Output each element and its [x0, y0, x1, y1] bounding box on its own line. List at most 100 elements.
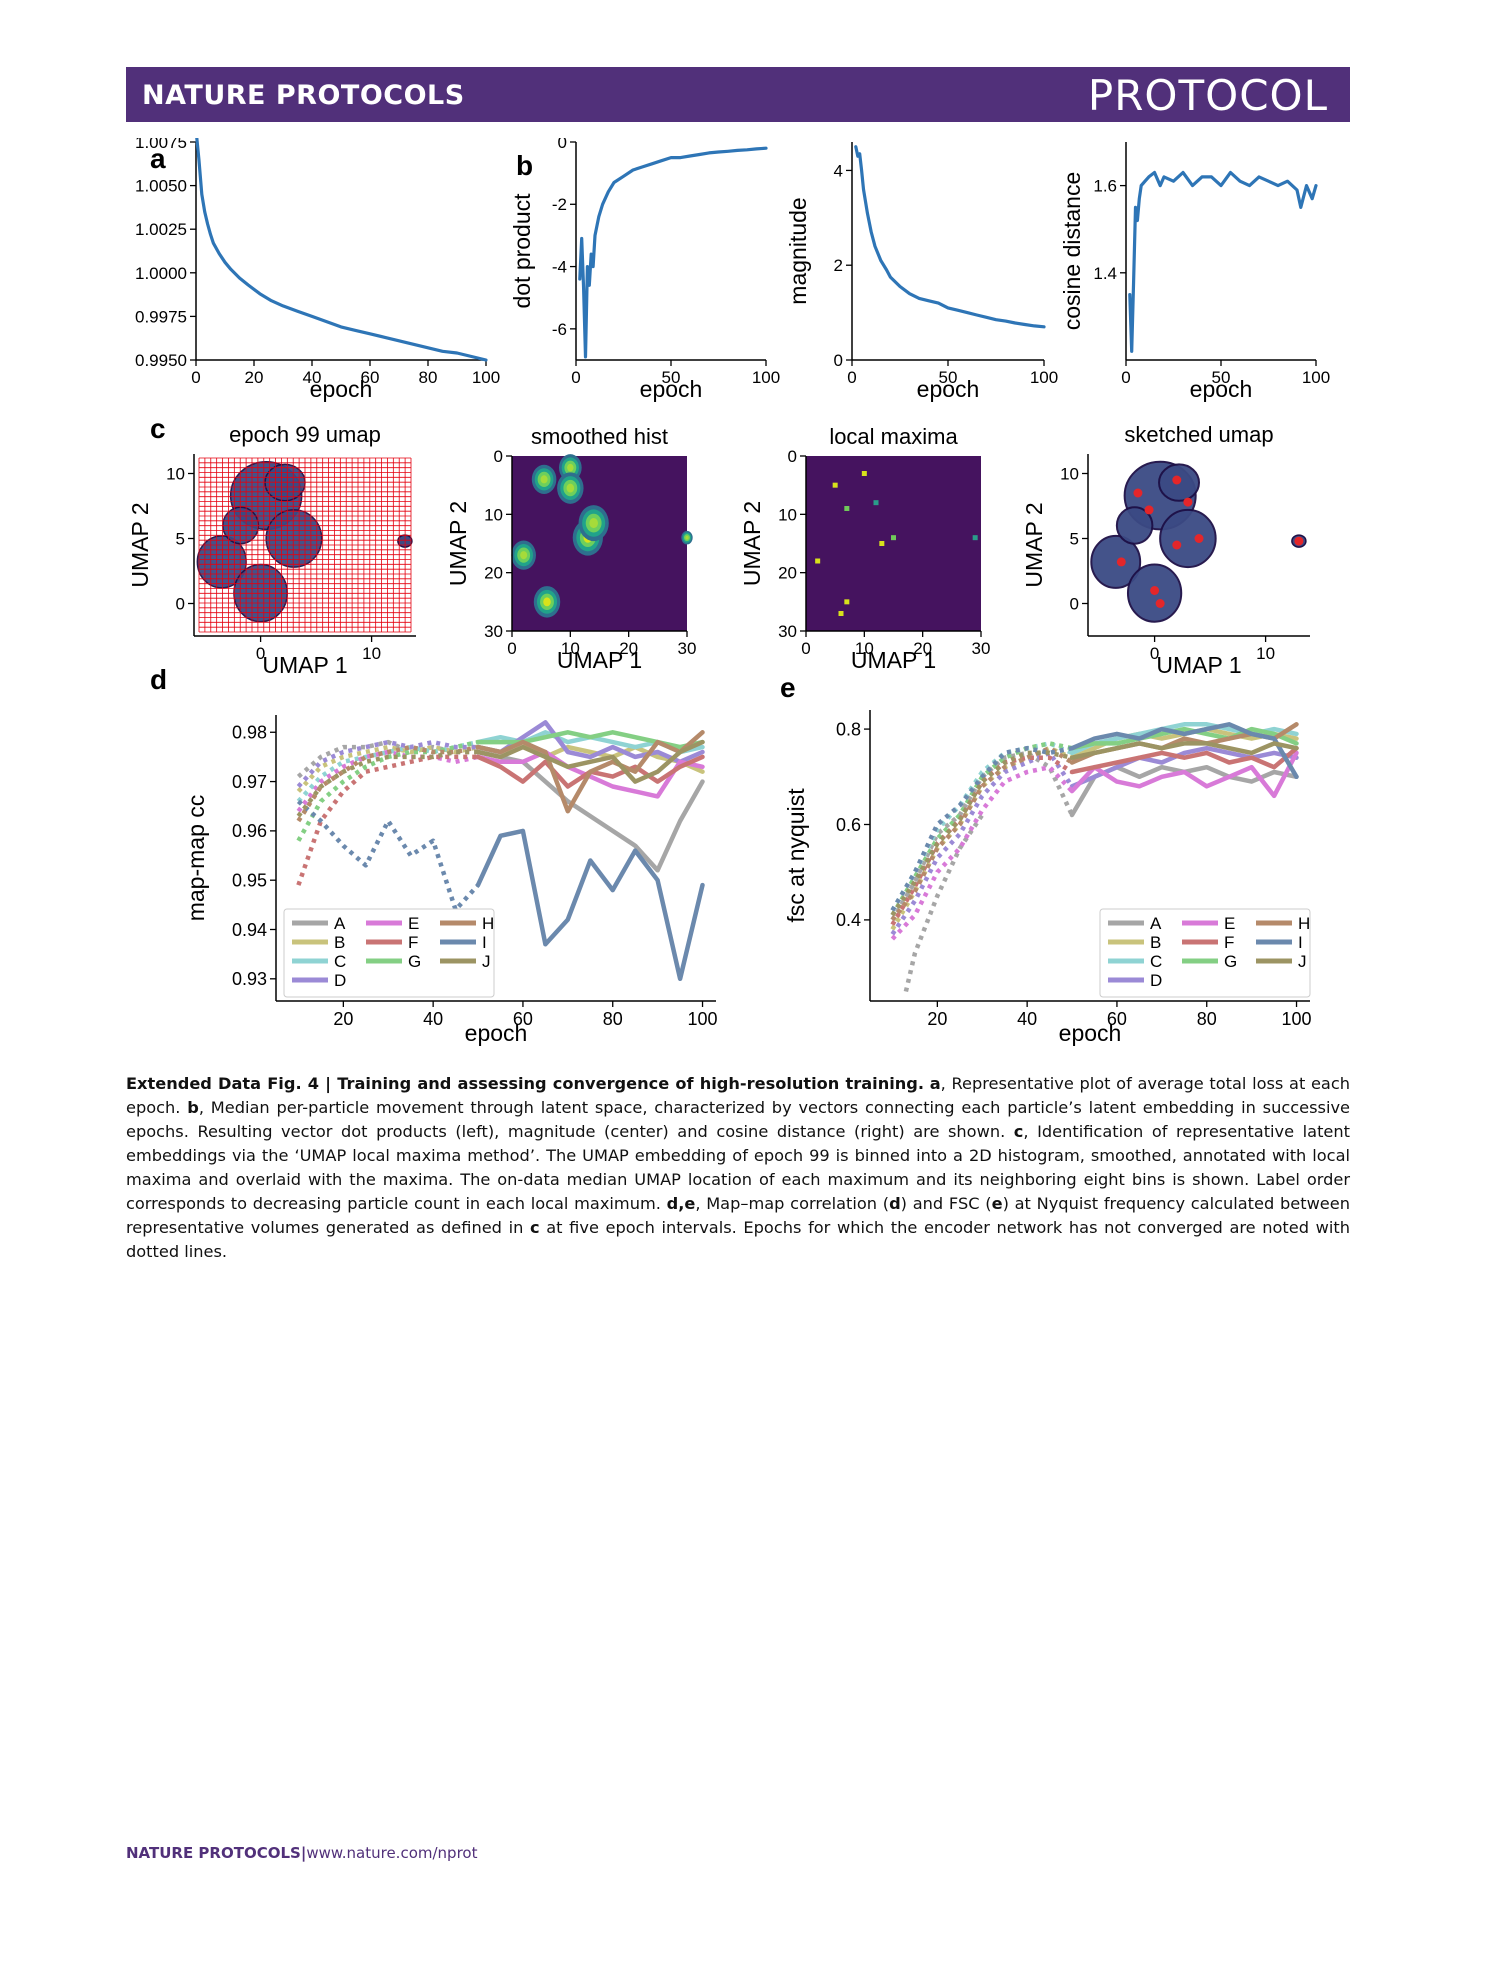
chart-a-y-tick-label: 1.0025 — [135, 220, 187, 239]
caption-ref-a: a — [929, 1074, 941, 1093]
chart-c4-chart-title: sketched umap — [1124, 422, 1273, 447]
chart-c3-x-tick-label: 0 — [801, 639, 810, 658]
chart-e-series-E-dotted — [890, 764, 1074, 941]
representative-point-marker — [1144, 505, 1154, 515]
chart-c2-y-tick-label: 30 — [484, 622, 503, 641]
chart-d-series-I-solid — [475, 828, 705, 982]
chart-d-legend-label: A — [334, 914, 346, 933]
caption-text-de-4: at five epoch intervals. Epochs for whic… — [126, 1218, 1350, 1261]
footer-url-link[interactable]: www.nature.com/nprot — [306, 1844, 478, 1862]
chart-e-legend-label: E — [1224, 914, 1235, 933]
local-maximum-point — [844, 599, 850, 605]
chart-b2-y-tick-label: 2 — [834, 256, 843, 275]
panel-label-d: d — [150, 664, 167, 695]
chart-d-legend-label: B — [334, 933, 345, 952]
chart-b2-x-tick-label: 50 — [939, 368, 958, 387]
heatmap-blob — [566, 483, 575, 493]
chart-d-y-tick-label: 0.97 — [232, 772, 267, 792]
chart-c1-x-tick-label: 0 — [256, 644, 265, 663]
chart-e-series-C-dotted — [890, 741, 1073, 912]
journal-name: NATURE PROTOCOLS — [142, 80, 465, 111]
chart-d-x-axis-label: epoch — [465, 1020, 528, 1046]
chart-d-x-tick-label: 40 — [423, 1009, 443, 1029]
panel-label-c: c — [150, 413, 166, 444]
chart-c2-y-axis-label: UMAP 2 — [445, 501, 471, 586]
chart-e-y-axis-label: fsc at nyquist — [783, 788, 809, 923]
local-maximum-point — [861, 471, 867, 476]
chart-d-y-tick-label: 0.94 — [232, 920, 267, 940]
representative-point-marker — [1150, 586, 1160, 595]
chart-d-legend-label: G — [408, 952, 421, 971]
chart-b3-y-tick-label: 1.4 — [1093, 264, 1117, 283]
umap-cluster-blob — [265, 509, 323, 568]
heatmap-blob — [540, 475, 548, 484]
chart-d-x-tick-label: 80 — [603, 1009, 623, 1029]
chart-c4-y-axis-label: UMAP 2 — [1021, 502, 1047, 587]
journal-header-bar: NATURE PROTOCOLS PROTOCOL — [126, 67, 1350, 122]
chart-d-legend-box — [283, 908, 495, 998]
chart-e-x-tick-label: 40 — [1017, 1009, 1037, 1029]
representative-point-marker — [1172, 475, 1182, 485]
caption-text-c: , Identification of representative laten… — [126, 1122, 1350, 1213]
chart-b1-x-tick-label: 100 — [752, 368, 780, 387]
chart-d-y-axis-label: map-map cc — [183, 795, 209, 922]
chart-c4-y-tick-label: 0 — [1070, 594, 1079, 613]
chart-d-series-H-solid — [475, 730, 705, 814]
chart-c4-x-tick-label: 10 — [1256, 644, 1275, 663]
heatmap-blob — [685, 535, 689, 540]
chart-e-legend-box — [1099, 908, 1311, 998]
chart-c1-chart-title: epoch 99 umap — [229, 422, 381, 447]
chart-e-legend-label: B — [1150, 933, 1161, 952]
caption-text-de-1: , Map–map correlation ( — [695, 1194, 890, 1213]
chart-e-y-tick-label: 0.8 — [836, 719, 861, 739]
chart-c3-x-tick-label: 30 — [972, 639, 991, 658]
chart-d-series-F-dotted — [296, 754, 478, 886]
chart-c3-y-tick-label: 10 — [778, 505, 797, 524]
chart-c4-y-tick-label: 5 — [1070, 529, 1079, 548]
chart-c2-y-tick-label: 10 — [484, 505, 503, 524]
heatmap-blob — [589, 518, 598, 529]
chart-a-y-tick-label: 1.0000 — [135, 264, 187, 283]
chart-d-series-J-solid — [475, 739, 705, 784]
chart-d-legend-label: E — [408, 914, 419, 933]
chart-d-legend-label: F — [408, 933, 418, 952]
chart-e-legend-label: D — [1150, 971, 1162, 990]
chart-d-series-E-solid — [475, 749, 705, 799]
local-maximum-point — [879, 541, 885, 546]
chart-c4-x-tick-label: 0 — [1150, 644, 1159, 663]
umap-cluster-blob — [1090, 534, 1142, 589]
chart-d-series-B-dotted — [296, 744, 479, 793]
chart-b1-y-tick-label: 0 — [558, 138, 567, 152]
chart-d-x-tick-label: 60 — [513, 1009, 533, 1029]
chart-e-series-I-dotted — [890, 745, 1073, 912]
chart-d-y-tick-label: 0.95 — [232, 870, 267, 890]
chart-c1-y-tick-label: 0 — [176, 594, 185, 613]
representative-point-marker — [1116, 557, 1126, 567]
local-maximum-point — [844, 506, 850, 511]
chart-b2-series-line — [854, 145, 1046, 329]
chart-c3-y-axis-label: UMAP 2 — [739, 501, 765, 586]
chart-e-legend-label: F — [1224, 933, 1234, 952]
heatmap-blob — [520, 551, 528, 560]
chart-d-legend-label: I — [482, 933, 487, 952]
chart-c3-x-tick-label: 10 — [855, 639, 874, 658]
chart-c4-y-tick-label: 10 — [1060, 464, 1079, 483]
caption-ref-c-2: c — [530, 1218, 540, 1237]
local-maximum-point — [838, 611, 844, 616]
caption-ref-d: d — [889, 1194, 901, 1213]
caption-ref-b: b — [187, 1098, 199, 1117]
chart-e-legend-label: G — [1224, 952, 1237, 971]
chart-e-y-tick-label: 0.4 — [836, 910, 861, 930]
representative-point-marker — [1133, 488, 1143, 498]
caption-text-de-2: ) and FSC ( — [900, 1194, 992, 1213]
chart-b3-x-tick-label: 50 — [1212, 368, 1231, 387]
chart-c3-y-tick-label: 20 — [778, 564, 797, 583]
chart-c1-x-tick-label: 10 — [362, 644, 381, 663]
local-maximum-point — [972, 535, 978, 541]
local-maximum-point — [873, 500, 879, 506]
chart-e-series-F-dotted — [890, 755, 1074, 926]
chart-a-x-tick-label: 60 — [361, 368, 380, 387]
chart-b3-x-tick-label: 100 — [1302, 368, 1330, 387]
local-maximum-point — [832, 482, 838, 488]
chart-e-y-tick-label: 0.6 — [836, 815, 861, 835]
